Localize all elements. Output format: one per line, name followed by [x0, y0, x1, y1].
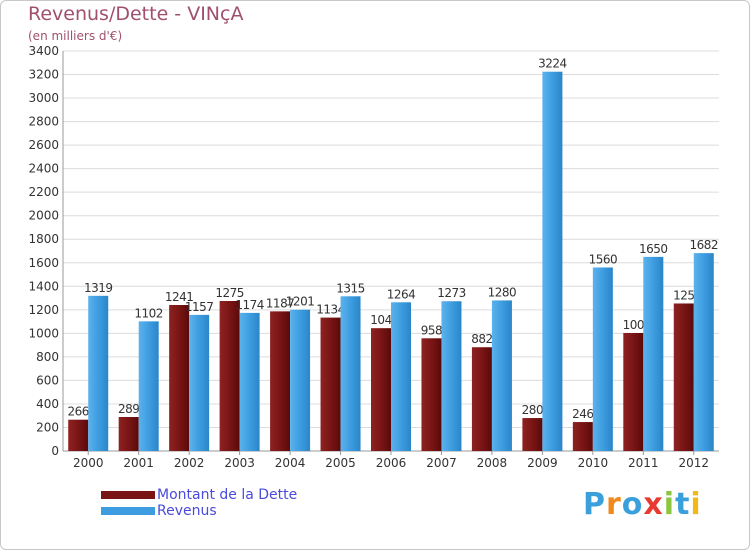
bar-revenus	[189, 314, 210, 451]
bar-dette	[522, 418, 543, 451]
y-tick-label: 2000	[28, 209, 59, 223]
bar-revenus	[693, 253, 714, 451]
logo-letter: x	[643, 487, 664, 522]
bar-revenus	[239, 312, 260, 451]
bar-dette	[673, 303, 694, 451]
data-label: 1174	[235, 298, 264, 312]
bar-revenus	[391, 302, 411, 451]
bar-dette	[320, 317, 341, 451]
y-tick-label: 3000	[28, 91, 59, 105]
legend-swatch-revenus	[101, 507, 155, 515]
y-tick-label: 400	[36, 397, 59, 411]
data-label: 1264	[387, 287, 416, 301]
bar-dette	[471, 347, 492, 451]
x-tick-label: 2001	[123, 456, 154, 470]
x-tick-label: 2011	[628, 456, 659, 470]
bar-revenus	[88, 295, 109, 451]
x-tick-label: 2003	[224, 456, 255, 470]
x-tick-label: 2010	[578, 456, 609, 470]
bar-revenus	[491, 300, 512, 451]
legend-swatch-dette	[101, 491, 155, 499]
data-label: 1273	[437, 286, 466, 300]
legend-label-dette: Montant de la Dette	[157, 487, 298, 503]
data-label: 289	[118, 402, 139, 416]
data-label: 1102	[134, 306, 163, 320]
bar-revenus	[138, 321, 159, 451]
bar-dette	[421, 338, 442, 451]
x-tick-label: 2006	[376, 456, 407, 470]
logo-letter: r	[606, 487, 622, 522]
data-label: 246	[572, 407, 593, 421]
bar-revenus	[340, 296, 361, 451]
data-label: 958	[421, 323, 442, 337]
data-label: 1157	[185, 300, 214, 314]
x-tick-label: 2002	[174, 456, 205, 470]
proxiti-logo: Proxiti	[583, 487, 702, 522]
data-label: 1560	[589, 252, 618, 266]
y-tick-label: 800	[36, 350, 59, 364]
logo-letter: i	[663, 487, 676, 522]
data-label: 1682	[689, 238, 718, 252]
data-label: 100	[623, 318, 644, 332]
logo-letter: P	[583, 487, 606, 522]
data-label: 1134	[316, 303, 345, 317]
bar-dette	[572, 422, 593, 451]
data-label: 1319	[84, 281, 113, 295]
data-label: 882	[471, 332, 492, 346]
bar-revenus	[643, 256, 664, 451]
y-tick-label: 1800	[28, 232, 59, 246]
bar-revenus	[441, 301, 462, 451]
y-tick-label: 2400	[28, 162, 59, 176]
data-label: 1275	[215, 286, 244, 300]
data-label: 280	[522, 403, 543, 417]
y-tick-label: 200	[36, 420, 59, 434]
logo-letter: o	[621, 487, 644, 522]
bar-dette	[623, 333, 644, 451]
y-tick-label: 2600	[28, 138, 59, 152]
x-tick-label: 2012	[678, 456, 709, 470]
y-tick-label: 3400	[28, 44, 59, 58]
y-tick-label: 3200	[28, 68, 59, 82]
data-label: 266	[68, 405, 89, 419]
y-tick-label: 1600	[28, 256, 59, 270]
legend-label-revenus: Revenus	[157, 503, 217, 519]
y-tick-label: 2200	[28, 185, 59, 199]
x-tick-label: 2004	[275, 456, 306, 470]
x-tick-label: 2009	[527, 456, 558, 470]
data-label: 1187	[266, 296, 295, 310]
bar-dette	[270, 311, 291, 451]
chart-subtitle: (en milliers d'€)	[28, 29, 123, 43]
bar-revenus	[592, 267, 613, 451]
data-label: 1241	[165, 290, 194, 304]
y-tick-label: 1200	[28, 303, 59, 317]
bar-dette	[118, 417, 139, 451]
bar-dette	[68, 419, 89, 451]
y-tick-label: 2800	[28, 115, 59, 129]
y-tick-label: 0	[51, 444, 59, 458]
x-tick-label: 2008	[477, 456, 508, 470]
bar-dette	[219, 301, 240, 451]
y-tick-label: 1400	[28, 279, 59, 293]
bar-dette	[169, 305, 190, 451]
data-label: 125	[673, 288, 694, 302]
y-tick-label: 1000	[28, 326, 59, 340]
data-label: 1315	[336, 281, 365, 295]
bar-dette	[371, 328, 391, 451]
bar-revenus	[542, 71, 563, 452]
data-label: 104	[370, 313, 391, 327]
x-tick-label: 2000	[73, 456, 104, 470]
logo-letter: t	[675, 487, 691, 522]
data-label: 3224	[538, 57, 567, 71]
bar-revenus	[290, 309, 311, 451]
y-tick-label: 600	[36, 373, 59, 387]
data-label: 1280	[488, 285, 517, 299]
logo-letter: i	[690, 487, 702, 522]
data-label: 1650	[639, 242, 668, 256]
chart-title: Revenus/Dette - VINçA	[28, 3, 244, 25]
x-tick-label: 2005	[325, 456, 356, 470]
data-label: 1201	[286, 295, 315, 309]
x-tick-label: 2007	[426, 456, 457, 470]
